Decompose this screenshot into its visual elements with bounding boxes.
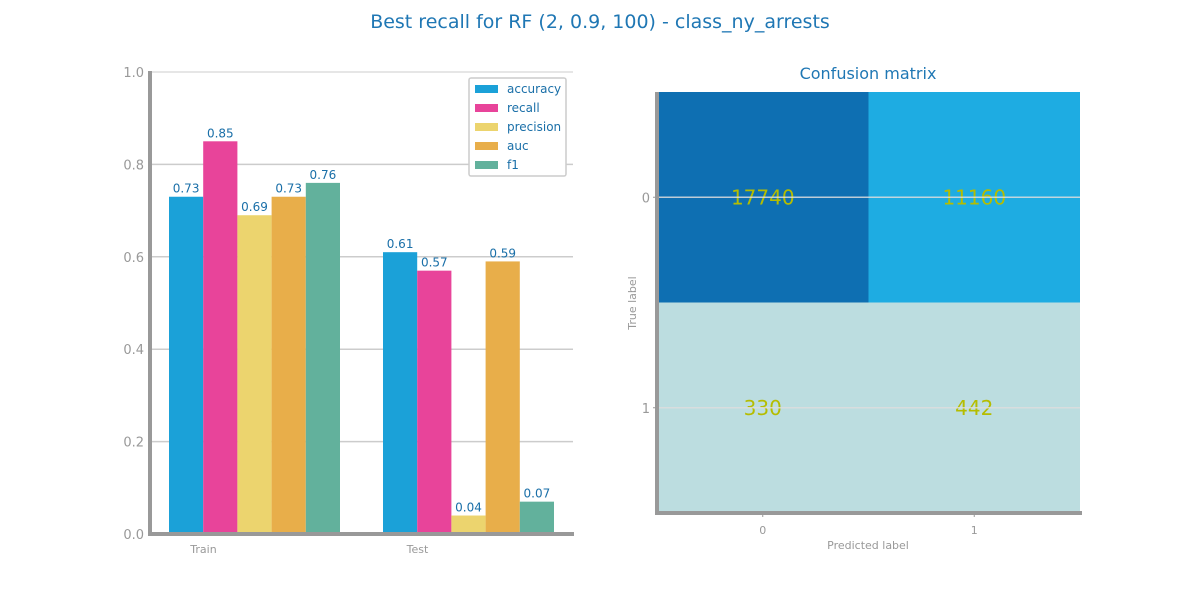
bar-value-label: 0.59: [489, 246, 516, 260]
legend-label-auc: auc: [507, 139, 529, 153]
legend-swatch-f1: [475, 161, 498, 169]
x-tick-label: Train: [189, 543, 216, 556]
cm-y-tick-label: 0: [642, 191, 650, 206]
bar-legend: accuracy recall precision auc f1: [468, 77, 567, 177]
bar-value-label: 0.73: [275, 182, 302, 196]
bar-value-label: 0.69: [241, 200, 268, 214]
cm-y-tick-label: 1: [642, 402, 650, 417]
bar-f1-train: [305, 182, 340, 534]
cm-x-tick-label: 0: [759, 524, 766, 537]
y-tick-label: 0.2: [123, 436, 144, 451]
confusion-matrix-gridlines: [657, 196, 1080, 409]
bar-accuracy-test: [383, 252, 418, 534]
bar-precision-test: [451, 515, 486, 534]
confusion-matrix-x-axis-label: Predicted label: [827, 539, 909, 552]
bar-value-label: 0.04: [455, 501, 482, 515]
legend-label-f1: f1: [507, 158, 519, 172]
y-tick-label: 0.8: [123, 158, 144, 173]
legend-label-accuracy: accuracy: [507, 82, 561, 96]
legend-swatch-recall: [475, 104, 498, 112]
bar-f1-test: [519, 501, 554, 534]
y-tick-label: 0.0: [123, 528, 144, 543]
cm-x-tick-label: 1: [971, 524, 978, 537]
confusion-matrix-title: Confusion matrix: [800, 64, 937, 83]
legend-swatch-accuracy: [475, 85, 498, 93]
bar-y-tick-labels: 0.0 0.2 0.4 0.6 0.8 1.0: [123, 66, 144, 543]
bar-auc-train: [271, 196, 306, 535]
bar-auc-test: [485, 261, 520, 534]
confusion-matrix-y-axis-label: True label: [626, 276, 639, 330]
bar-value-label: 0.73: [173, 182, 200, 196]
bar-accuracy-train: [169, 196, 204, 535]
x-tick-label: Test: [406, 543, 429, 556]
bar-recall-train: [203, 141, 238, 535]
bar-x-tick-labels: Train Test: [189, 543, 429, 556]
bar-value-label: 0.61: [387, 237, 414, 251]
legend-swatch-precision: [475, 123, 498, 131]
bar-value-label: 0.07: [524, 487, 551, 501]
bar-chart: 0.73 0.85 0.69 0.73 0.76 0.61 0.57 0.04 0.59 0.07…: [123, 66, 574, 556]
legend-swatch-auc: [475, 142, 498, 150]
legend-label-recall: recall: [507, 101, 540, 115]
legend-box: [468, 77, 567, 177]
bar-value-label: 0.76: [310, 168, 337, 182]
confusion-matrix-tick-labels: 0 1 0 1: [642, 191, 978, 537]
figure-title: Best recall for RF (2, 0.9, 100) - class…: [370, 11, 830, 33]
y-tick-label: 1.0: [123, 66, 144, 81]
legend-label-precision: precision: [507, 120, 561, 134]
y-tick-label: 0.6: [123, 251, 144, 266]
bar-recall-test: [417, 270, 452, 534]
bar-precision-train: [237, 215, 272, 534]
y-tick-label: 0.4: [123, 343, 144, 358]
bar-value-label: 0.85: [207, 126, 234, 140]
confusion-matrix-axes: [653, 92, 1082, 517]
bar-axes: [148, 71, 574, 536]
bar-marks: 0.73 0.85 0.69 0.73 0.76 0.61 0.57 0.04 0.59 0.07: [169, 126, 554, 535]
bar-value-label: 0.57: [421, 256, 448, 270]
